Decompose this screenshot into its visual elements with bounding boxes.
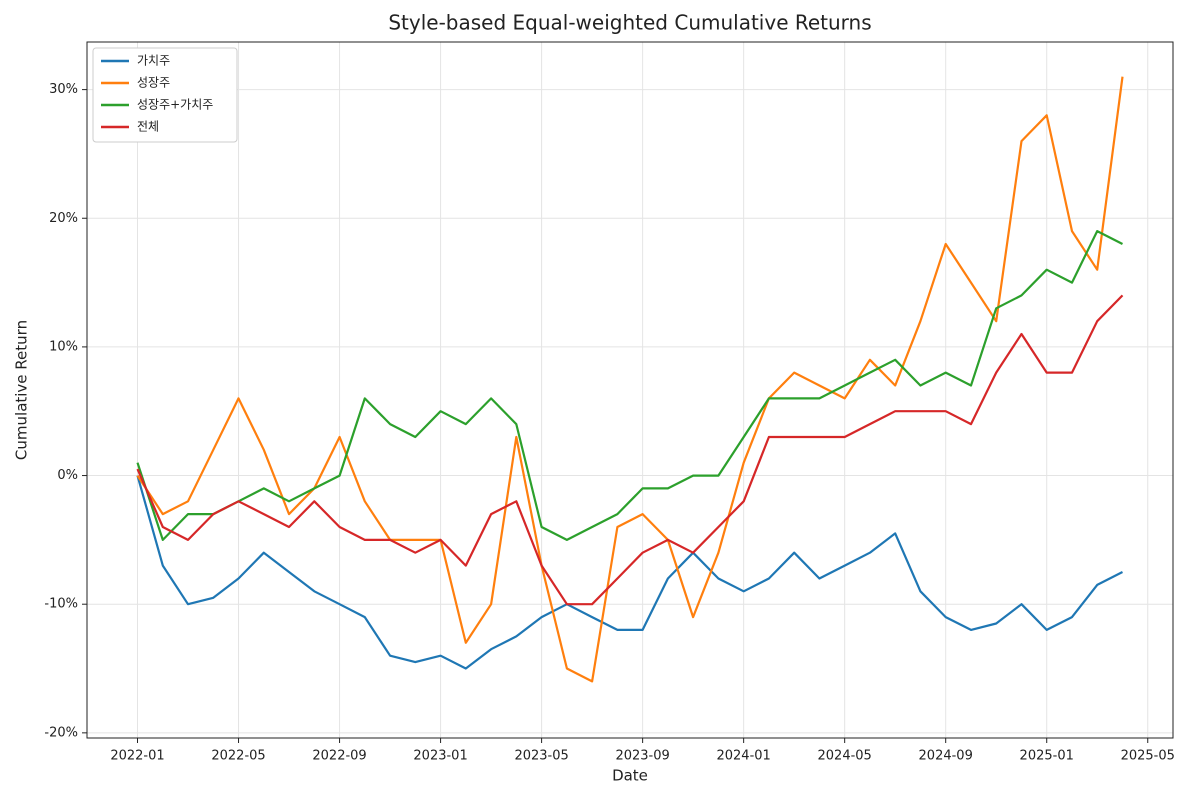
x-tick-label: 2022-01 [110, 749, 164, 764]
x-tick-label: 2023-05 [514, 749, 568, 764]
y-tick-label: 0% [57, 468, 78, 483]
y-tick-label: 30% [49, 82, 78, 97]
legend-label: 성장주 [137, 76, 170, 90]
x-tick-label: 2023-01 [413, 749, 467, 764]
chart-title: Style-based Equal-weighted Cumulative Re… [388, 11, 871, 35]
y-tick-label: -10% [44, 597, 78, 612]
legend-box [92, 47, 238, 143]
x-tick-label: 2022-05 [211, 749, 265, 764]
x-tick-label: 2024-09 [919, 749, 973, 764]
x-tick-label: 2024-01 [716, 749, 770, 764]
legend-label: 전체 [137, 120, 159, 134]
x-tick-label: 2022-09 [312, 749, 366, 764]
x-tick-label: 2023-09 [615, 749, 669, 764]
series-line [136, 230, 1123, 541]
y-tick-label: -20% [44, 725, 78, 740]
x-tick-label: 2024-05 [818, 749, 872, 764]
legend-label: 가치주 [137, 54, 170, 68]
legend-label: 성장주+가치주 [137, 98, 213, 112]
y-tick-label: 10% [49, 339, 78, 354]
x-axis-label: Date [612, 767, 648, 785]
series-line [136, 76, 1124, 683]
plot-frame [86, 41, 1174, 739]
y-tick-label: 20% [49, 211, 78, 226]
x-tick-label: 2025-05 [1121, 749, 1175, 764]
y-axis-label: Cumulative Return [13, 320, 31, 460]
series-line [136, 294, 1124, 606]
x-tick-label: 2025-01 [1020, 749, 1074, 764]
series-line [136, 475, 1123, 670]
